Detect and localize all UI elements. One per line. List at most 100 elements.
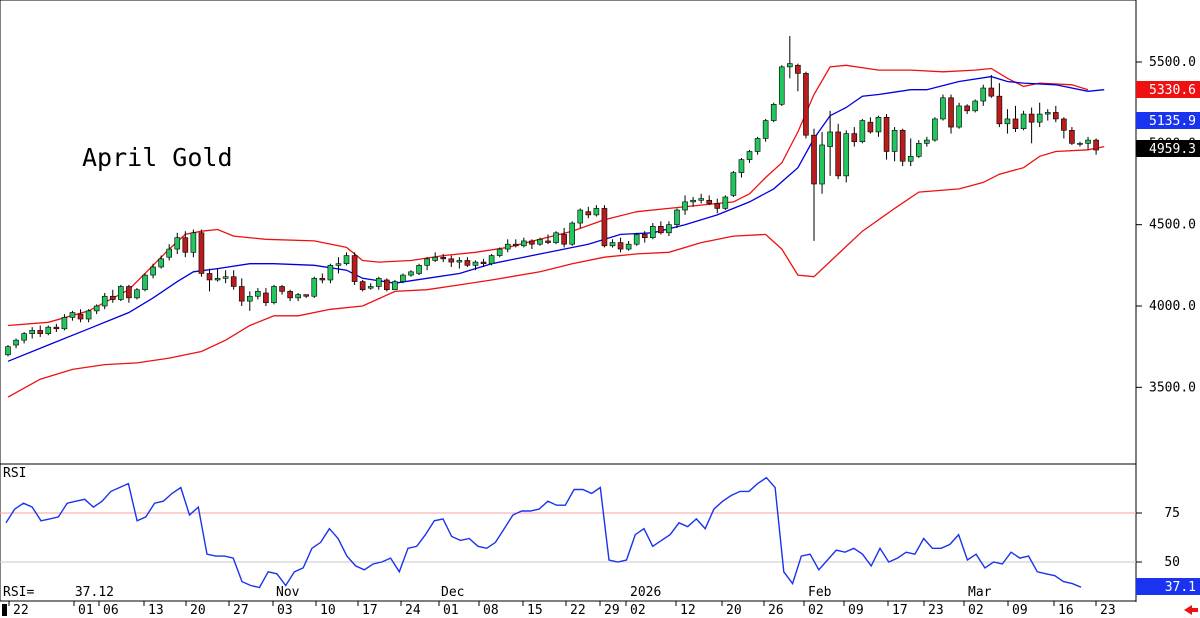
candle-down — [948, 97, 954, 128]
candle-up — [819, 144, 825, 185]
candle-down — [811, 134, 817, 185]
rsi-panel — [0, 463, 1137, 602]
candle-down — [238, 286, 245, 302]
arrow-left-icon[interactable] — [1184, 605, 1198, 615]
x-month-label: Nov — [276, 585, 300, 600]
candle-up — [367, 286, 374, 289]
candle-up — [770, 103, 777, 121]
candle-down — [303, 294, 310, 297]
candle-up — [432, 256, 438, 261]
candle-down — [545, 240, 551, 243]
candle-up — [375, 278, 382, 287]
x-tick-label: 12 — [680, 603, 696, 618]
candle-up — [21, 333, 27, 341]
candle-up — [1020, 113, 1027, 129]
candle-down — [641, 234, 648, 238]
middle-band-label-box — [1136, 112, 1200, 129]
candle-down — [287, 291, 293, 299]
candle-up — [13, 339, 19, 346]
candle-down — [1093, 139, 1099, 151]
rsi-value-label: 37.1 — [1165, 580, 1196, 595]
candle-up — [924, 139, 930, 144]
candle-down — [279, 286, 285, 292]
candle-up — [940, 97, 946, 120]
candle-up — [134, 289, 140, 299]
x-axis: 22 01 06 13 20 27 03 10 17 24 01 08 15 22 29 02 12 20 26 02… — [8, 585, 1116, 618]
candle-down — [601, 208, 608, 247]
candle-down — [803, 73, 809, 136]
candle-up — [247, 295, 253, 302]
candle-up — [424, 258, 430, 266]
candle-down — [617, 242, 624, 250]
candle-up — [746, 151, 753, 160]
x-tick-label: 26 — [768, 603, 784, 618]
x-tick-label: 01 — [443, 603, 459, 618]
x-tick-label: 24 — [405, 603, 421, 618]
candle-down — [480, 261, 487, 265]
lower-band-line — [7, 145, 1105, 398]
candle-up — [859, 120, 866, 143]
candle-up — [843, 133, 850, 177]
candle-up — [222, 276, 229, 279]
candle-down — [440, 256, 447, 260]
candle-up — [915, 143, 922, 157]
price-tick-label: 4000.0 — [1149, 299, 1196, 314]
x-tick-label: 03 — [277, 603, 293, 618]
rsi-tick-label: 75 — [1164, 506, 1180, 521]
candle-up — [722, 196, 729, 209]
chart-title: April Gold — [82, 143, 233, 172]
x-tick-label: 10 — [320, 603, 336, 618]
x-tick-label: 20 — [190, 603, 206, 618]
x-tick-label: 17 — [362, 603, 378, 618]
candle-down — [230, 276, 237, 287]
candle-down — [109, 295, 116, 300]
rsi-tick-label: 50 — [1164, 555, 1180, 570]
candle-up — [456, 260, 463, 263]
candle-down — [206, 273, 213, 281]
rsi-readout-label: RSI= — [3, 585, 34, 600]
candle-down — [464, 260, 471, 266]
scroll-marker[interactable] — [2, 604, 7, 616]
candle-up — [472, 261, 479, 266]
candle-up — [778, 66, 785, 105]
candle-up — [577, 209, 584, 224]
candle-down — [263, 292, 269, 304]
x-tick-label: 15 — [527, 603, 543, 618]
candle-up — [408, 271, 414, 276]
candle-down — [319, 278, 326, 281]
candle-up — [633, 234, 640, 245]
candle-down — [867, 121, 874, 133]
candle-up — [698, 198, 704, 201]
x-month-label: Mar — [968, 585, 992, 600]
middle-band-label: 5135.9 — [1149, 114, 1196, 129]
candle-up — [537, 239, 543, 245]
candle-up — [682, 201, 688, 211]
candle-down — [198, 232, 205, 274]
candle-up — [295, 294, 301, 299]
candle-up — [738, 159, 745, 173]
candle-up — [496, 248, 503, 256]
candle-down — [37, 330, 44, 334]
candle-down — [126, 286, 132, 299]
candle-up — [972, 100, 979, 112]
candle-up — [45, 326, 52, 334]
candle-down — [512, 243, 519, 247]
x-tick-label: 02 — [968, 603, 984, 618]
candle-down — [448, 258, 455, 263]
x-tick-label: 27 — [233, 603, 249, 618]
candle-up — [29, 330, 35, 334]
candle-up — [327, 265, 334, 281]
candle-up — [875, 117, 882, 133]
candle-up — [69, 312, 76, 318]
candle-down — [384, 279, 390, 291]
candle-down — [529, 240, 535, 245]
rsi-readout-value: 37.12 — [75, 585, 114, 600]
candle-down — [182, 237, 189, 253]
candle-up — [488, 255, 495, 265]
candle-up — [907, 156, 914, 162]
candle-up — [891, 130, 898, 152]
rsi-value-box — [1136, 578, 1200, 595]
candle-up — [504, 243, 511, 250]
candles — [5, 35, 1099, 357]
